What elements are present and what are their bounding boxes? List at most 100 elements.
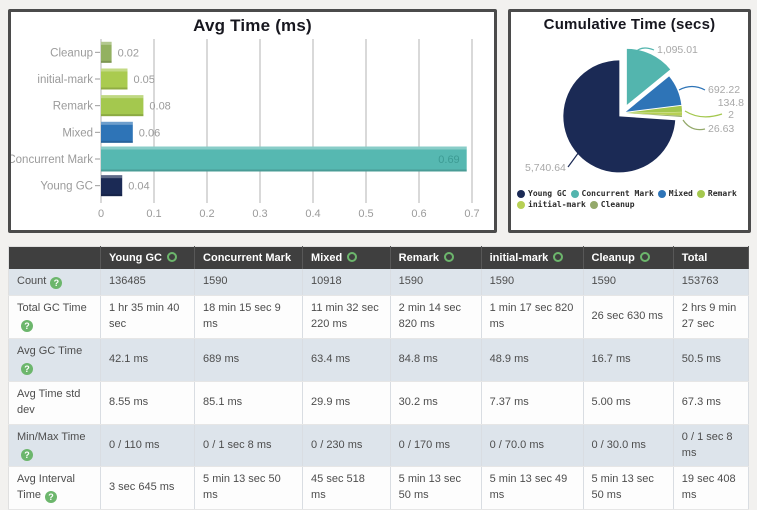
series-toggle-icon[interactable] xyxy=(553,252,564,262)
legend-item-initial-mark[interactable]: initial-mark xyxy=(517,200,586,209)
x-tick-label: 0 xyxy=(98,208,104,220)
legend-item-remark[interactable]: Remark xyxy=(696,189,737,198)
table-cell: 7.37 ms xyxy=(481,381,584,425)
bar-initial-mark: initial-mark 0.05 xyxy=(37,68,155,90)
column-header-mixed: Mixed xyxy=(302,246,391,269)
pie-slice-initial-mark xyxy=(625,112,682,116)
legend-item-young-gc[interactable]: Young GC xyxy=(517,189,567,198)
table-cell: 1590 xyxy=(390,269,482,296)
series-toggle-icon[interactable] xyxy=(347,252,358,262)
bar-remark: Remark 0.08 xyxy=(53,95,171,117)
table-cell: 5 min 13 sec 50 ms xyxy=(194,466,304,510)
pie-slice-cleanup xyxy=(625,113,682,118)
table-cell: 26 sec 630 ms xyxy=(583,295,674,339)
table-cell: 63.4 ms xyxy=(302,338,391,382)
table-cell: 45 sec 518 ms xyxy=(302,466,391,510)
pie-slice-label: 1,095.01 xyxy=(657,44,698,56)
bar-rect xyxy=(101,121,133,143)
legend-label: Remark xyxy=(707,189,737,198)
category-label: Young GC xyxy=(40,181,93,193)
help-icon[interactable]: ? xyxy=(21,448,33,461)
bar-shadow xyxy=(101,169,467,172)
bar-concurrent-mark: Concurrent Mark 0.69 xyxy=(11,146,467,172)
legend-dot-young-gc xyxy=(517,189,525,198)
table-cell: 8.55 ms xyxy=(100,381,196,425)
row-label-text: Min/Max Time xyxy=(17,430,86,443)
column-header-label: initial-mark xyxy=(489,252,549,264)
table-cell: 5 min 13 sec 50 ms xyxy=(390,466,482,510)
bar-rect xyxy=(101,146,467,172)
table-cell: 1590 xyxy=(583,269,674,296)
legend-label: initial-mark xyxy=(528,200,586,209)
table-cell: 11 min 32 sec 220 ms xyxy=(302,295,391,339)
help-icon[interactable]: ? xyxy=(45,491,58,504)
value-label: 0.08 xyxy=(149,101,170,113)
table-cell: 29.9 ms xyxy=(302,381,391,425)
pie-slice-remark xyxy=(625,105,682,113)
pie-chart-title: Cumulative Time (secs) xyxy=(543,16,716,33)
legend-dot-initial-mark xyxy=(517,200,525,209)
legend-item-concurrent-mark[interactable]: Concurrent Mark xyxy=(570,189,654,198)
table-cell: 50.5 ms xyxy=(673,338,750,382)
legend-dot-remark xyxy=(696,189,705,198)
column-header-cleanup: Cleanup xyxy=(583,246,674,269)
table-cell: 18 min 15 sec 9 ms xyxy=(194,295,304,339)
category-label: initial-mark xyxy=(37,74,93,86)
x-tick-label: 0.6 xyxy=(411,208,426,220)
x-tick-label: 0.3 xyxy=(252,208,267,220)
table-cell: 689 ms xyxy=(194,338,304,382)
column-header-label: Mixed xyxy=(311,252,343,264)
column-header-young-gc: Young GC xyxy=(100,246,196,269)
table-cell: 0 / 1 sec 8 ms xyxy=(673,424,750,468)
table-cell: 48.9 ms xyxy=(481,338,584,382)
table-cell: 5.00 ms xyxy=(583,381,674,425)
leader-line-young-gc xyxy=(567,151,580,168)
table-cell: 67.3 ms xyxy=(673,381,750,425)
bar-rect xyxy=(101,41,112,63)
charts-row: Avg Time (ms) 0 0.1 0.2 0.3 0.4 0.5 0.6 0.7 Clea… xyxy=(0,0,757,233)
column-header-label: Cleanup xyxy=(591,252,635,264)
table-cell: 2 min 14 sec 820 ms xyxy=(390,295,482,339)
x-tick-label: 0.1 xyxy=(146,208,161,220)
table-row-total-gc-time: Total GC Time? 1 hr 35 min 40 sec 18 min 1… xyxy=(8,295,750,339)
help-icon[interactable]: ? xyxy=(50,277,63,289)
value-label: 0.06 xyxy=(139,127,160,139)
category-label: Remark xyxy=(53,101,94,113)
series-toggle-icon[interactable] xyxy=(639,252,650,262)
legend-label: Concurrent Mark xyxy=(581,189,654,198)
pie-legend: Young GC Concurrent Mark Mixed Remark initia… xyxy=(511,187,748,209)
pie-slice-young-gc xyxy=(563,60,676,173)
value-label: 0.05 xyxy=(134,74,155,86)
bar-rect xyxy=(101,95,144,117)
bar-highlight xyxy=(101,175,123,179)
pie-slice-label: 5,740.64 xyxy=(525,162,566,174)
series-toggle-icon[interactable] xyxy=(444,252,455,262)
legend-dot-mixed xyxy=(657,189,666,198)
legend-dot-cleanup xyxy=(589,200,598,209)
pie-slice-mixed xyxy=(625,76,682,112)
bar-rect xyxy=(101,175,123,197)
series-toggle-icon[interactable] xyxy=(166,252,177,262)
table-cell: 16.7 ms xyxy=(583,338,674,382)
leader-line-cleanup xyxy=(682,119,706,131)
row-label-text: Total GC Time xyxy=(17,301,87,314)
table-cell: 84.8 ms xyxy=(390,338,482,382)
help-icon[interactable]: ? xyxy=(21,319,33,332)
table-cell: 3 sec 645 ms xyxy=(100,466,196,510)
column-header-label: Young GC xyxy=(109,252,162,264)
legend-item-mixed[interactable]: Mixed xyxy=(657,189,693,198)
leader-line-concurrent-mark xyxy=(632,47,655,57)
row-label-count: Count? xyxy=(8,269,101,296)
table-cell: 1590 xyxy=(481,269,584,296)
table-row-count: Count? 136485 1590 10918 1590 1590 1590 153763 xyxy=(8,269,750,296)
help-icon[interactable]: ? xyxy=(21,362,33,375)
table-cell: 136485 xyxy=(100,269,196,296)
legend-label: Mixed xyxy=(668,189,693,198)
avg-time-bar-chart: 0 0.1 0.2 0.3 0.4 0.5 0.6 0.7 Cleanup 0.02 initial… xyxy=(11,39,480,220)
legend-item-cleanup[interactable]: Cleanup xyxy=(589,200,635,209)
table-cell: 1 hr 35 min 40 sec xyxy=(100,295,196,339)
bar-shadow xyxy=(101,140,133,143)
bar-chart-title: Avg Time (ms) xyxy=(193,16,312,35)
cumulative-time-chart-panel: Cumulative Time (secs) 1,095.01 692.22 134… xyxy=(508,9,751,233)
